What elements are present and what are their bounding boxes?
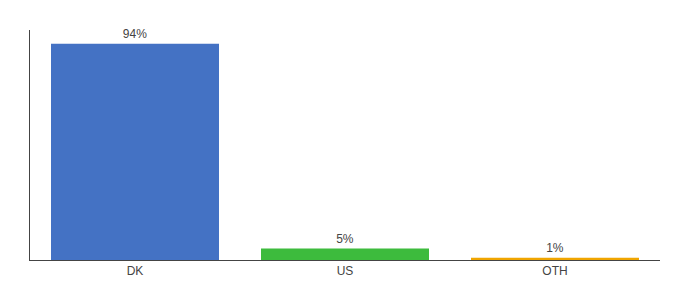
svg-text:94%: 94%	[123, 27, 147, 41]
svg-text:1%: 1%	[546, 241, 564, 255]
svg-text:US: US	[337, 264, 354, 278]
svg-text:DK: DK	[127, 264, 144, 278]
svg-text:OTH: OTH	[542, 264, 567, 278]
svg-text:5%: 5%	[336, 232, 354, 246]
